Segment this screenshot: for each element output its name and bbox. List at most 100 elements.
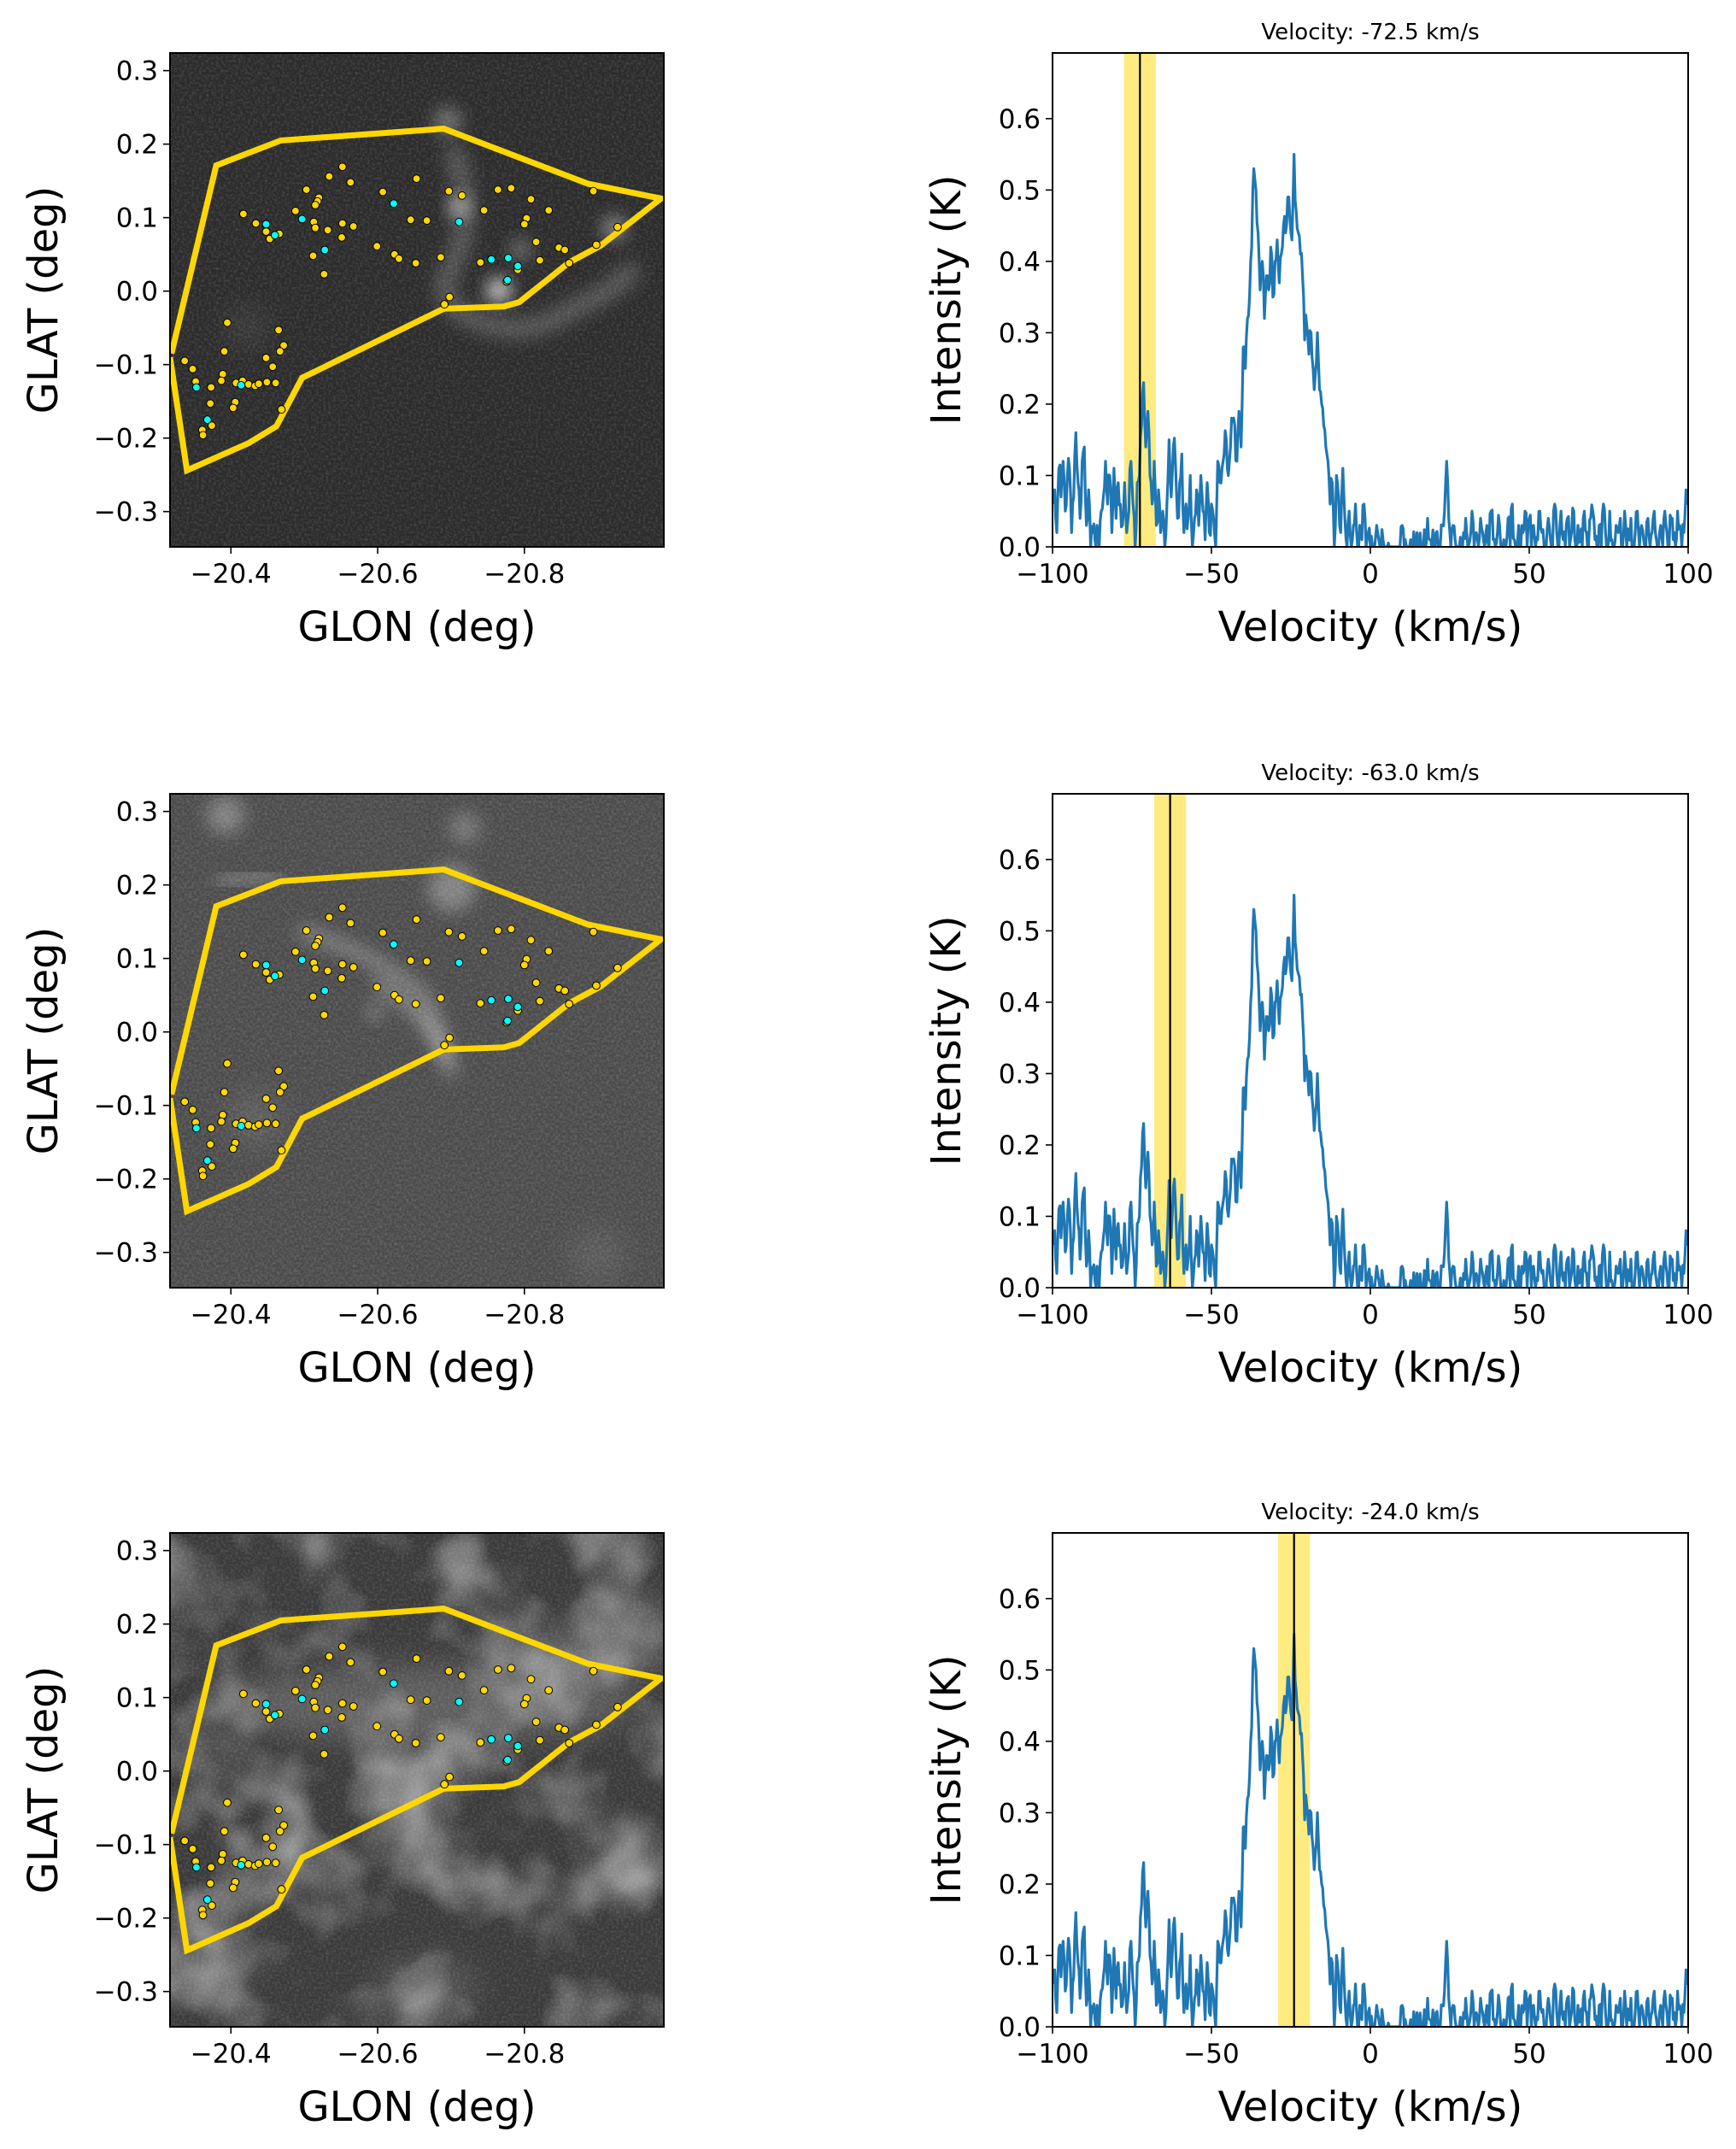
source-marker-yellow [544,947,554,956]
xtick-label: −50 [1183,559,1239,590]
source-marker-yellow [268,362,278,372]
source-marker-cyan [513,261,523,271]
source-marker-yellow [395,995,403,1004]
map-image [170,53,664,547]
source-marker-yellow [262,1119,272,1128]
source-marker-yellow [476,1738,485,1747]
source-marker-yellow [320,1750,329,1759]
source-marker-yellow [302,1665,311,1674]
source-marker-yellow [274,326,283,335]
source-marker-yellow [519,1700,529,1709]
ytick-label: 0.2 [999,390,1041,420]
source-marker-yellow [261,968,271,977]
ytick-label: −0.3 [94,1238,158,1269]
source-marker-yellow [208,1901,216,1911]
source-marker-yellow [440,300,449,309]
source-marker-cyan [503,1016,513,1025]
source-marker-yellow [207,383,215,392]
emission [170,1533,664,2027]
ytick-label: 0.6 [999,104,1041,135]
ytick-label: 0.1 [999,1941,1041,1971]
ytick-label: 0.1 [999,1201,1041,1232]
map-panel: 0.3 0.2 0.1 0.0 −0.1 −0.2 −0.3 −20.4 −20.6 −20.8 G… [20,793,665,1392]
source-marker-yellow [325,172,334,181]
map-frame [169,793,665,1289]
source-marker-yellow [261,1707,271,1716]
source-marker-yellow [325,913,334,922]
xtick-label: −20.4 [191,559,272,590]
source-marker-yellow [275,347,284,356]
map-frame [169,52,665,548]
source-marker-yellow [229,1144,238,1154]
ytick-label: −0.3 [94,1977,158,2008]
ytick-label: 0.1 [116,1683,158,1714]
source-marker-yellow [349,963,358,972]
source-marker-yellow [507,1664,516,1673]
source-marker-yellow [337,219,347,228]
source-marker-cyan [504,995,513,1003]
map-xlabel: GLON (deg) [297,603,536,651]
source-marker-yellow [337,974,346,983]
source-marker-yellow [251,1699,261,1708]
ytick-label: 0.3 [116,56,158,87]
source-marker-cyan [513,1002,523,1012]
map-image [170,794,664,1288]
xtick-label: −20.4 [191,1300,272,1330]
source-marker-cyan [390,199,398,208]
emission [230,108,643,343]
spectrum-title: Velocity: -24.0 km/s [1261,1500,1479,1525]
source-marker-yellow [261,1095,271,1103]
source-marker-yellow [346,178,355,187]
source-marker-yellow [406,1695,415,1705]
source-marker-yellow [507,925,516,934]
map-ylabel: GLAT (deg) [20,186,67,414]
source-marker-cyan [487,1735,496,1744]
ytick-label: 0.3 [116,1536,158,1567]
xtick-label: 0 [1362,1300,1379,1330]
source-marker-yellow [291,207,300,215]
map-ylabel: GLAT (deg) [20,927,67,1155]
source-marker-yellow [271,1858,280,1868]
source-marker-yellow [239,950,248,960]
source-marker-yellow [592,981,601,990]
source-marker-yellow [220,347,229,356]
map-xlabel: GLON (deg) [297,1344,536,1392]
xtick-label: −20.8 [484,2039,565,2070]
source-marker-yellow [444,927,454,937]
spectrum-panel: 0.0 0.1 0.2 0.3 0.4 0.5 0.6 −100 −50 0 50 100 Veloci… [923,760,1714,1392]
source-marker-yellow [208,1162,216,1171]
spectrum-line [1053,894,1688,1288]
source-marker-yellow [207,1124,215,1133]
spectrum-line [1053,1633,1688,2027]
ytick-label: 0.6 [999,845,1041,876]
source-marker-yellow [589,186,598,196]
ytick-label: 0.0 [999,532,1041,563]
ytick-label: 0.4 [999,247,1041,278]
source-marker-cyan [261,220,271,229]
source-marker-yellow [325,1652,334,1661]
source-marker-yellow [444,1666,454,1676]
source-marker-cyan [513,1741,523,1751]
source-marker-yellow [565,1739,574,1747]
source-marker-yellow [519,960,529,970]
source-marker-yellow [378,187,388,197]
ytick-label: −0.1 [94,1091,158,1122]
source-marker-yellow [277,1885,286,1894]
source-marker-yellow [589,927,598,937]
map-ylabel: GLAT (deg) [20,1666,67,1894]
source-marker-yellow [476,999,485,1008]
source-marker-yellow [279,341,289,350]
source-marker-yellow [337,1713,346,1722]
xtick-label: −100 [1016,559,1088,590]
ytick-label: 0.1 [116,944,158,975]
map-xlabel: GLON (deg) [297,2083,536,2131]
source-marker-yellow [188,365,197,373]
source-marker-yellow [217,1117,226,1126]
ytick-label: 0.3 [116,797,158,828]
source-marker-yellow [536,996,544,1006]
source-marker-yellow [337,162,347,172]
source-marker-yellow [479,947,489,956]
spectrum-line [1053,153,1688,547]
source-marker-cyan [504,254,513,262]
xtick-label: −20.8 [484,559,565,590]
